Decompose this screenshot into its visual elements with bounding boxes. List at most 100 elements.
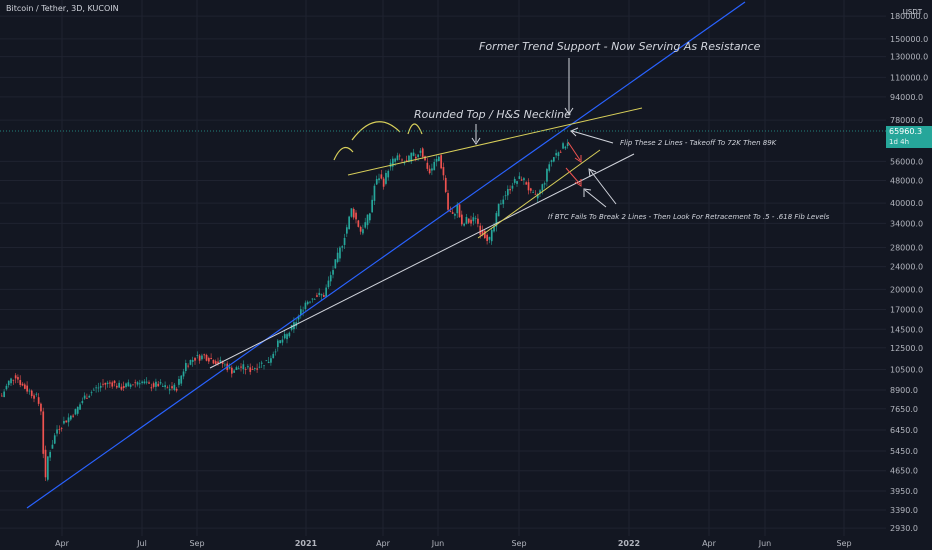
down-arrow-top-head bbox=[564, 107, 574, 115]
candle-body bbox=[316, 295, 318, 297]
rounded-top-arc-center bbox=[351, 121, 401, 141]
candle-body bbox=[35, 393, 38, 395]
blue-trendline[interactable] bbox=[26, 1, 746, 509]
candle-body bbox=[10, 378, 12, 384]
candle-body bbox=[428, 168, 431, 174]
candle-body bbox=[553, 157, 555, 162]
candle-body bbox=[348, 216, 350, 230]
candle-body bbox=[564, 146, 567, 149]
candle-body bbox=[58, 429, 61, 431]
candle-body bbox=[37, 397, 40, 404]
pointer-arrow-flip-head bbox=[570, 127, 579, 137]
candle-body bbox=[104, 382, 107, 385]
candle-body bbox=[139, 383, 141, 385]
candle-body bbox=[548, 164, 551, 171]
candle-body bbox=[449, 211, 452, 212]
candle-body bbox=[231, 367, 233, 374]
candle-body bbox=[385, 172, 387, 184]
candle-body bbox=[479, 225, 482, 235]
candle-body bbox=[260, 362, 263, 364]
candle-body bbox=[543, 183, 546, 185]
yellow-neckline[interactable] bbox=[347, 107, 643, 176]
candle-body bbox=[251, 368, 254, 370]
y-tick-label: 180000.0 bbox=[890, 12, 928, 21]
y-tick-label: 130000.0 bbox=[890, 53, 928, 62]
grid bbox=[0, 0, 886, 536]
candle-body bbox=[33, 395, 35, 399]
candle-body bbox=[95, 387, 97, 389]
bar-countdown: 1d 4h bbox=[889, 138, 910, 146]
candle-body bbox=[500, 203, 502, 205]
candle-body bbox=[474, 218, 477, 220]
candle-body bbox=[357, 220, 360, 227]
y-tick-label: 78000.0 bbox=[890, 116, 923, 125]
x-tick-label: Apr bbox=[376, 539, 391, 548]
candle-body bbox=[162, 386, 164, 387]
candle-body bbox=[541, 184, 544, 191]
candle-body bbox=[527, 182, 530, 191]
candle-body bbox=[343, 237, 346, 245]
white-trendline[interactable] bbox=[209, 153, 635, 369]
candle-body bbox=[19, 380, 22, 385]
red-arrow-2 bbox=[565, 167, 581, 185]
candle-body bbox=[106, 382, 109, 384]
candle-body bbox=[189, 360, 192, 365]
symbol-title: Bitcoin / Tether, 3D, KUCOIN bbox=[6, 4, 119, 13]
candle-body bbox=[481, 230, 484, 236]
time-axis[interactable]: Apr Jul Sep 2021 Apr Jun Sep 2022 Apr Jun Sep bbox=[55, 539, 851, 548]
pointer-arrow-fails-2-head bbox=[583, 188, 592, 197]
candle-body bbox=[318, 292, 321, 296]
candle-body bbox=[42, 411, 45, 454]
candle-body bbox=[511, 185, 514, 189]
candle-body bbox=[88, 395, 91, 398]
candle-body bbox=[451, 212, 454, 214]
candle-body bbox=[65, 420, 68, 423]
candle-body bbox=[67, 417, 70, 423]
candle-body bbox=[286, 334, 288, 340]
candle-body bbox=[164, 385, 166, 388]
candle-body bbox=[44, 449, 47, 478]
candle-body bbox=[141, 381, 143, 383]
x-tick-label: Jul bbox=[136, 539, 147, 548]
candle-body bbox=[79, 404, 81, 410]
candle-body bbox=[329, 275, 332, 282]
candle-body bbox=[447, 193, 449, 210]
candle-body bbox=[240, 366, 242, 368]
y-tick-label: 5450.0 bbox=[890, 447, 918, 456]
yellow-rising-line[interactable] bbox=[477, 149, 601, 239]
candle-body bbox=[212, 359, 215, 364]
candle-body bbox=[394, 158, 396, 162]
y-tick-label: 34000.0 bbox=[890, 219, 923, 228]
candle-body bbox=[456, 204, 459, 214]
y-tick-label: 110000.0 bbox=[890, 73, 928, 82]
y-tick-label: 150000.0 bbox=[890, 35, 928, 44]
candle-body bbox=[148, 382, 150, 384]
candle-body bbox=[306, 301, 309, 305]
annotations: Former Trend Support - Now Serving As Re… bbox=[0, 40, 886, 221]
candle-body bbox=[111, 382, 114, 387]
candle-body bbox=[539, 190, 541, 194]
candle-body bbox=[134, 382, 137, 384]
candle-body bbox=[472, 217, 475, 222]
candle-body bbox=[237, 368, 240, 370]
candle-body bbox=[401, 159, 403, 161]
candle-body bbox=[530, 188, 532, 191]
candle-body bbox=[486, 234, 488, 241]
candle-body bbox=[26, 385, 28, 392]
candle-body bbox=[415, 156, 417, 159]
candle-body bbox=[247, 366, 249, 368]
candle-body bbox=[336, 252, 339, 263]
candle-body bbox=[433, 162, 436, 171]
candle-body bbox=[205, 354, 208, 361]
candle-body bbox=[352, 208, 355, 218]
candle-body bbox=[63, 420, 65, 424]
candle-body bbox=[359, 226, 362, 232]
price-axis[interactable]: 180000.0 150000.0 130000.0 110000.0 94000.0 7… bbox=[890, 12, 928, 533]
candle-body bbox=[166, 387, 169, 389]
annotation-flip-lines: Flip These 2 Lines - Takeoff To 72K Then… bbox=[620, 139, 778, 147]
pointer-arrow-fails-1-head bbox=[588, 168, 597, 178]
candle-body bbox=[120, 386, 123, 390]
candle-body bbox=[83, 395, 86, 399]
x-tick-label: Sep bbox=[511, 539, 526, 548]
